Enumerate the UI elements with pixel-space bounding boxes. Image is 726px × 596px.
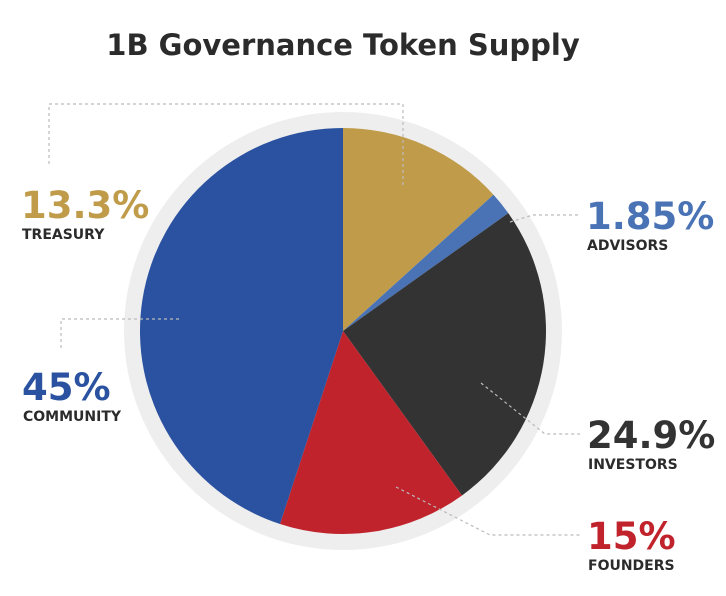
treasury-percent: 13.3% bbox=[21, 184, 149, 227]
advisors-name: ADVISORS bbox=[587, 238, 668, 254]
pie-slice-community bbox=[139, 127, 343, 524]
pie-slice-advisors bbox=[343, 194, 509, 331]
leader-line-treasury bbox=[48, 103, 404, 186]
leader-line-advisors bbox=[509, 214, 578, 223]
pie-slice-investors bbox=[343, 213, 546, 496]
founders-name: FOUNDERS bbox=[588, 558, 675, 574]
label-advisors: 1.85% ADVISORS bbox=[586, 195, 714, 254]
pie-slices bbox=[139, 127, 546, 535]
community-percent: 45% bbox=[22, 366, 111, 409]
label-investors: 24.9% INVESTORS bbox=[587, 414, 715, 473]
label-treasury: 13.3% TREASURY bbox=[21, 184, 149, 243]
label-community: 45% COMMUNITY bbox=[22, 366, 122, 425]
investors-percent: 24.9% bbox=[587, 414, 715, 457]
investors-name: INVESTORS bbox=[588, 457, 678, 473]
founders-percent: 15% bbox=[587, 515, 676, 558]
leader-lines bbox=[48, 103, 580, 536]
treasury-name: TREASURY bbox=[22, 227, 105, 243]
label-founders: 15% FOUNDERS bbox=[587, 515, 676, 574]
pie-slice-treasury bbox=[343, 128, 494, 331]
pie-slice-founders bbox=[280, 331, 463, 535]
community-name: COMMUNITY bbox=[23, 409, 122, 425]
chart-title: 1B Governance Token Supply bbox=[106, 28, 580, 62]
advisors-percent: 1.85% bbox=[586, 195, 714, 238]
leader-line-community bbox=[60, 318, 180, 348]
